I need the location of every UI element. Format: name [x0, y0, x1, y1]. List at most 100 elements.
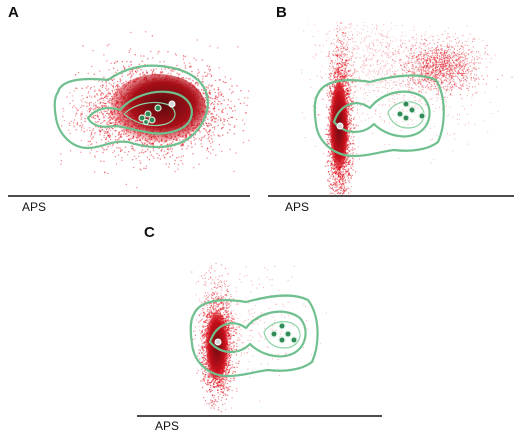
event-dot [346, 101, 348, 103]
event-dot [124, 68, 126, 70]
event-dot [138, 152, 140, 154]
event-dot [193, 139, 195, 141]
event-dot [73, 105, 75, 107]
event-dot [104, 130, 106, 133]
event-dot [153, 150, 155, 152]
event-dot [201, 136, 203, 139]
event-dot [115, 61, 117, 63]
event-dot [199, 131, 201, 133]
event-dot [208, 136, 210, 138]
event-dot [138, 155, 140, 157]
event-dot [210, 112, 212, 115]
event-dot [107, 120, 109, 122]
event-dot [221, 150, 223, 152]
event-dot [210, 142, 212, 144]
event-dot [106, 97, 108, 100]
event-dot [202, 78, 204, 80]
event-dot [132, 73, 134, 75]
event-dot [205, 89, 208, 91]
event-dot [176, 157, 178, 159]
event-dot [152, 144, 154, 146]
event-dot [172, 154, 174, 156]
event-dot [101, 112, 103, 114]
event-dot [101, 111, 103, 113]
event-dot [143, 167, 145, 169]
event-dot [346, 74, 348, 76]
event-dot [104, 96, 106, 98]
event-dot [244, 112, 247, 114]
event-dot [108, 124, 110, 126]
event-dot [89, 95, 91, 97]
event-dot [120, 135, 122, 137]
event-dot [96, 93, 98, 95]
event-dot [72, 100, 74, 102]
event-dot [160, 150, 162, 152]
event-dot [87, 72, 89, 74]
event-dot [94, 155, 96, 157]
event-dot [110, 62, 112, 64]
event-dot [109, 101, 111, 104]
event-dot [209, 45, 211, 47]
event-dot [75, 113, 77, 115]
event-dot [91, 132, 93, 134]
cluster-dot [154, 104, 162, 112]
event-dot [103, 100, 105, 102]
event-dot [139, 74, 141, 76]
event-dot [345, 71, 347, 73]
event-dot [148, 159, 150, 161]
event-dot [87, 92, 89, 94]
event-dot [132, 147, 134, 149]
event-dot [159, 158, 161, 160]
event-dot [185, 137, 187, 139]
event-dot [220, 103, 222, 105]
event-dot [163, 156, 166, 158]
event-dot [209, 129, 211, 131]
event-dot [192, 153, 194, 155]
event-dot [123, 139, 125, 141]
event-dot [98, 112, 101, 114]
event-dot [205, 122, 207, 124]
event-dot [60, 153, 62, 155]
event-dot [204, 100, 206, 102]
event-dot [212, 149, 214, 151]
event-dot [353, 136, 355, 138]
event-dot [217, 119, 219, 121]
event-dot [161, 143, 163, 146]
event-dot [187, 139, 189, 141]
event-dot [208, 65, 210, 68]
event-dot [131, 159, 134, 161]
event-dot [91, 66, 93, 68]
event-dot [120, 136, 122, 138]
event-dot [167, 51, 169, 53]
event-dot [177, 164, 179, 166]
event-dot [91, 107, 93, 109]
event-dot [351, 163, 353, 165]
event-dot [229, 124, 231, 126]
event-dot [68, 129, 70, 131]
event-dot [118, 137, 120, 139]
event-dot [160, 71, 162, 74]
event-dot [128, 65, 130, 68]
event-dot [106, 128, 108, 130]
event-dot [88, 91, 90, 93]
event-dot [76, 123, 78, 125]
event-dot [98, 106, 100, 108]
event-dot [209, 69, 211, 71]
event-dot [95, 132, 97, 134]
event-dot [333, 189, 335, 192]
event-dot [182, 155, 185, 157]
event-dot [152, 70, 155, 72]
event-dot [112, 143, 114, 146]
event-dot [202, 75, 204, 77]
event-dot [157, 52, 159, 54]
event-dot [108, 140, 110, 142]
event-dot [73, 90, 75, 92]
event-dot [347, 112, 349, 114]
event-dot [142, 71, 144, 73]
event-dot [208, 97, 210, 99]
event-dot [222, 111, 224, 114]
event-dot [207, 147, 209, 149]
event-dot [121, 159, 123, 161]
event-dot [209, 70, 211, 72]
event-dot [236, 85, 238, 87]
